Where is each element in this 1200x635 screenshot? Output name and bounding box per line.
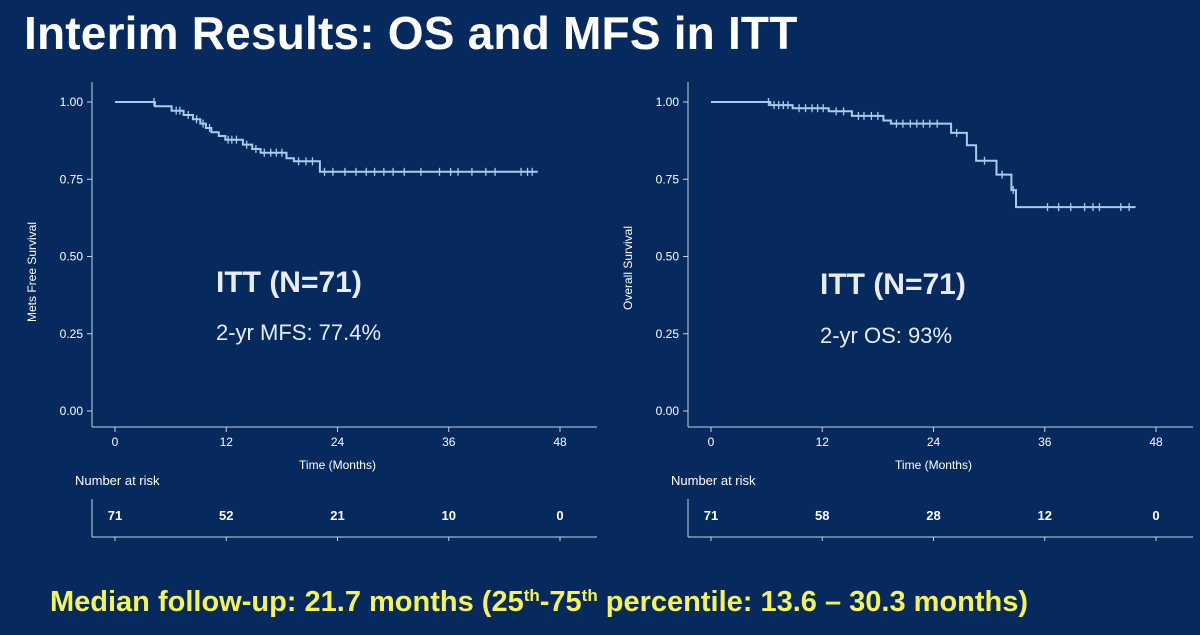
mfs-x-tick-label: 12 xyxy=(220,435,234,449)
mfs-chart-panel: 0.00 0.25 0.50 0.75 1.00 0 12 24 36 48 Time (Month… xyxy=(20,82,600,552)
os-risk-count: 71 xyxy=(704,508,718,523)
os-y-axis-label: Overall Survival xyxy=(621,225,635,310)
os-x-tick-label: 12 xyxy=(816,435,830,449)
mfs-risk-count: 52 xyxy=(219,508,233,523)
footer-mid: -75 xyxy=(539,586,582,618)
mfs-y-tick-label: 0.50 xyxy=(60,250,84,264)
mfs-risk-table-label: Number at risk xyxy=(75,473,160,488)
os-risk-table-label: Number at risk xyxy=(671,473,756,488)
os-x-axis-label: Time (Months) xyxy=(895,458,972,472)
os-risk-count: 12 xyxy=(1038,508,1052,523)
os-x-tick-label: 0 xyxy=(708,435,715,449)
os-two-year-rate: 2-yr OS: 93% xyxy=(820,323,953,348)
mfs-y-axis-label: Mets Free Survival xyxy=(25,221,39,322)
mfs-y-tick-label: 0.00 xyxy=(60,404,84,418)
slide-title: Interim Results: OS and MFS in ITT xyxy=(24,7,798,59)
mfs-risk-count: 71 xyxy=(108,508,122,523)
os-y-tick-label: 0.25 xyxy=(656,327,680,341)
os-x-tick-label: 36 xyxy=(1038,435,1052,449)
mfs-survival-curve xyxy=(115,101,538,173)
mfs-risk-count: 21 xyxy=(330,508,344,523)
os-y-tick-label: 0.75 xyxy=(656,172,680,186)
footer-sup-2: th xyxy=(581,586,598,605)
mfs-two-year-rate: 2-yr MFS: 77.4% xyxy=(216,320,382,345)
os-y-tick-label: 1.00 xyxy=(656,95,680,109)
footer-sup-1: th xyxy=(523,586,540,605)
mfs-y-tick-label: 1.00 xyxy=(60,95,84,109)
os-y-tick-label: 0.50 xyxy=(656,250,680,264)
os-survival-curve xyxy=(711,101,1136,209)
footer-suffix: percentile: 13.6 – 30.3 months) xyxy=(597,586,1029,618)
os-risk-count: 28 xyxy=(926,508,940,523)
mfs-risk-count: 0 xyxy=(556,508,563,523)
os-chart-panel: 0.00 0.25 0.50 0.75 1.00 0 12 24 36 48 Time (Month… xyxy=(616,82,1196,552)
mfs-km-chart: 0.00 0.25 0.50 0.75 1.00 0 12 24 36 48 Time (Month… xyxy=(60,82,597,541)
os-risk-count: 0 xyxy=(1152,508,1159,523)
os-x-tick-label: 24 xyxy=(927,435,941,449)
mfs-x-tick-label: 24 xyxy=(331,435,345,449)
os-risk-count: 58 xyxy=(815,508,829,523)
mfs-x-axis-label: Time (Months) xyxy=(299,458,376,472)
mfs-y-tick-label: 0.25 xyxy=(60,327,84,341)
os-itt-title: ITT (N=71) xyxy=(820,268,966,301)
mfs-itt-title: ITT (N=71) xyxy=(216,266,362,299)
mfs-risk-count: 10 xyxy=(442,508,456,523)
mfs-x-tick-label: 0 xyxy=(112,435,119,449)
os-km-chart: 0.00 0.25 0.50 0.75 1.00 0 12 24 36 48 Time (Month… xyxy=(656,82,1193,541)
mfs-x-tick-label: 48 xyxy=(553,435,567,449)
os-x-tick-label: 48 xyxy=(1149,435,1163,449)
median-follow-up-note: Median follow-up: 21.7 months (25th-75th… xyxy=(50,586,1028,619)
os-y-tick-label: 0.00 xyxy=(656,404,680,418)
footer-prefix: Median follow-up: 21.7 months (25 xyxy=(50,586,524,618)
mfs-y-tick-label: 0.75 xyxy=(60,172,84,186)
mfs-x-tick-label: 36 xyxy=(442,435,456,449)
